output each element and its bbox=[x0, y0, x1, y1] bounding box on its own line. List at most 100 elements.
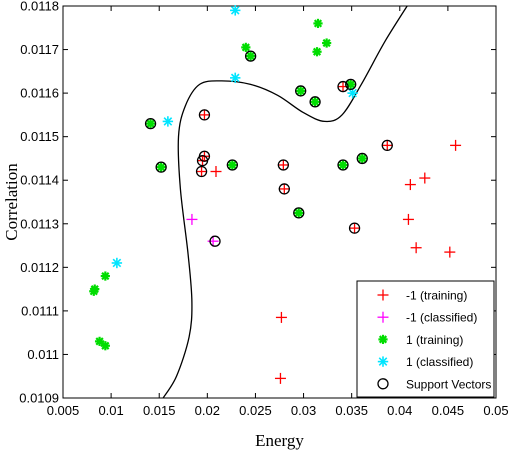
point-1-training-d2 bbox=[157, 163, 166, 172]
point-1-training bbox=[196, 166, 208, 178]
point-1-training bbox=[278, 183, 290, 195]
legend-marker-1-training-d2 bbox=[378, 335, 388, 344]
point-1-classified bbox=[230, 72, 241, 84]
point-1-training bbox=[210, 166, 222, 178]
point-support-vectors bbox=[198, 109, 211, 121]
point-1-training bbox=[294, 208, 304, 218]
point-support-vectors-ring bbox=[278, 183, 290, 195]
y-tick-label: 0.0109 bbox=[19, 391, 59, 406]
point-1-training bbox=[277, 159, 289, 171]
legend-label-1-classified: 1 (classified) bbox=[406, 355, 473, 369]
y-tick-label: 0.011 bbox=[27, 347, 59, 362]
point-1-training-d2 bbox=[101, 341, 110, 350]
y-tick-label: 0.0112 bbox=[20, 260, 59, 275]
legend-marker-support-vectors-ring bbox=[377, 378, 389, 390]
point-support-vectors-ring bbox=[198, 150, 211, 162]
point-1-training bbox=[402, 213, 414, 225]
point-1-classified bbox=[111, 257, 123, 269]
data-markers bbox=[89, 5, 462, 384]
x-axis-title: Energy bbox=[255, 431, 304, 450]
point-1-training bbox=[275, 311, 287, 323]
point-1-training bbox=[312, 47, 322, 57]
point-1-training bbox=[450, 139, 462, 151]
point-1-training bbox=[241, 42, 251, 52]
legend-marker-1-classified bbox=[377, 311, 389, 323]
x-tick-label: 0.03 bbox=[291, 403, 316, 418]
point-support-vectors-ring bbox=[198, 109, 211, 121]
point-1-classified-d2 bbox=[163, 117, 173, 126]
point-1-training bbox=[274, 372, 286, 384]
point-support-vectors bbox=[337, 159, 349, 171]
point-1-training-d2 bbox=[322, 38, 331, 48]
point-1-training-d2 bbox=[95, 337, 104, 346]
x-tick-label: 0.02 bbox=[195, 403, 220, 418]
point-support-vectors bbox=[309, 96, 321, 108]
point-1-training bbox=[410, 242, 422, 254]
point-support-vectors-ring bbox=[381, 139, 393, 152]
point-support-vectors-ring bbox=[295, 85, 307, 97]
point-1-classified bbox=[347, 87, 358, 99]
point-support-vectors bbox=[381, 139, 393, 152]
x-tick-label: 0.04 bbox=[387, 403, 412, 418]
point-support-vectors bbox=[293, 207, 305, 219]
point-support-vectors bbox=[195, 165, 208, 178]
y-axis-title: Correlation bbox=[2, 163, 21, 241]
x-tick-label: 0.005 bbox=[47, 403, 80, 418]
point-1-training-d2 bbox=[338, 160, 348, 170]
point-1-training bbox=[310, 97, 320, 107]
point-1-training bbox=[227, 160, 237, 170]
point-support-vectors-ring bbox=[337, 80, 349, 93]
point-1-training bbox=[89, 286, 99, 296]
point-support-vectors-ring bbox=[155, 161, 167, 173]
point-1-training bbox=[100, 271, 110, 281]
point-1-classified bbox=[230, 5, 241, 16]
point-1-training-d2 bbox=[241, 43, 250, 52]
point-1-classified bbox=[186, 213, 198, 225]
point-1-training-d2 bbox=[296, 86, 305, 96]
legend-label-1-training: -1 (training) bbox=[406, 289, 467, 303]
legend-marker-1-classified-d2 bbox=[378, 357, 388, 366]
point-1-training bbox=[296, 86, 306, 96]
x-tick-label: 0.015 bbox=[143, 403, 176, 418]
y-tick-label: 0.0113 bbox=[20, 216, 59, 231]
x-tick-label: 0.035 bbox=[335, 403, 368, 418]
y-tick-label: 0.0117 bbox=[20, 42, 59, 57]
y-tick-label: 0.0116 bbox=[20, 86, 59, 101]
point-1-training-d2 bbox=[101, 271, 110, 281]
point-support-vectors-ring bbox=[277, 159, 289, 171]
point-1-training bbox=[145, 119, 156, 129]
point-1-training bbox=[404, 179, 416, 191]
point-1-training-d2 bbox=[294, 208, 303, 217]
point-support-vectors-ring bbox=[356, 152, 368, 165]
x-tick-label: 0.045 bbox=[432, 403, 465, 418]
point-support-vectors bbox=[226, 159, 239, 171]
point-1-training-d2 bbox=[146, 119, 155, 128]
legend-label-1-training: 1 (training) bbox=[406, 333, 463, 347]
point-1-training-d2 bbox=[89, 287, 98, 296]
legend-label-support-vectors: Support Vectors bbox=[406, 377, 491, 391]
point-support-vectors-ring bbox=[293, 207, 305, 219]
point-1-training bbox=[357, 153, 367, 164]
point-1-training-d2 bbox=[311, 97, 320, 106]
point-support-vectors-ring bbox=[209, 235, 221, 247]
point-support-vectors-ring bbox=[226, 159, 239, 171]
point-support-vectors-ring bbox=[195, 165, 208, 178]
point-1-training bbox=[100, 341, 110, 351]
point-support-vectors bbox=[244, 50, 257, 62]
point-1-training bbox=[156, 162, 166, 172]
point-support-vectors bbox=[155, 161, 167, 173]
point-1-training bbox=[322, 38, 332, 48]
point-1-training bbox=[338, 160, 348, 170]
point-1-training-d2 bbox=[246, 51, 255, 61]
point-1-training bbox=[444, 246, 456, 258]
point-1-training bbox=[349, 222, 361, 234]
point-support-vectors-ring bbox=[337, 159, 349, 171]
point-1-training bbox=[381, 139, 393, 151]
legend-marker-1-classified bbox=[377, 356, 389, 367]
point-1-classified-d2 bbox=[230, 6, 240, 15]
point-1-training bbox=[198, 109, 210, 121]
y-tick-label: 0.0115 bbox=[20, 129, 59, 144]
point-support-vectors-ring bbox=[345, 78, 357, 91]
y-tick-label: 0.0114 bbox=[20, 173, 59, 188]
point-support-vectors bbox=[277, 159, 289, 171]
